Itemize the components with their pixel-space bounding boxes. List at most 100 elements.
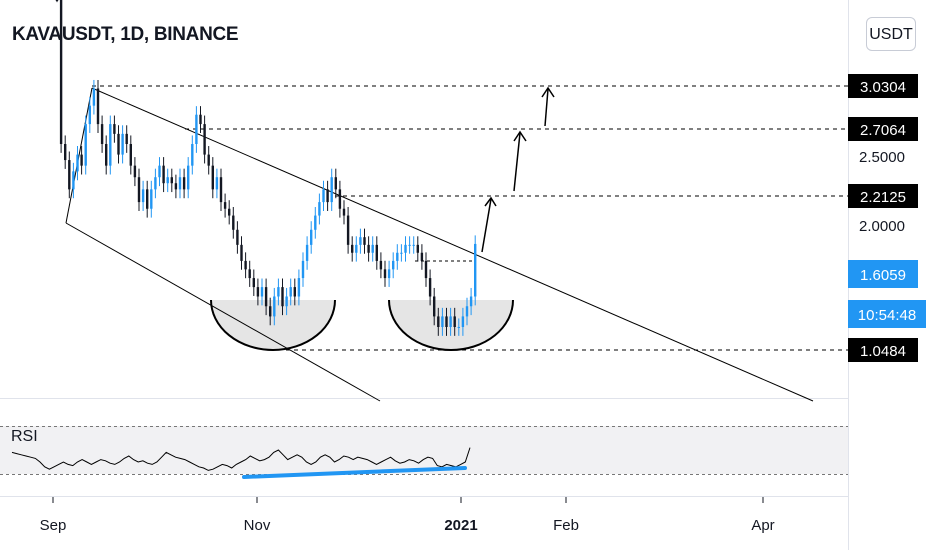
candle-body <box>162 165 165 184</box>
candle-body <box>457 326 460 328</box>
candle-body <box>301 260 305 279</box>
candle-body <box>137 177 141 203</box>
price-label-bg-3-0304 <box>848 74 918 98</box>
candle-body <box>223 202 227 209</box>
countdown-label: 10:54:48 <box>858 307 916 324</box>
channel-upper-line <box>91 87 814 402</box>
candle-body <box>342 208 346 216</box>
candle-body <box>260 287 264 297</box>
countdown-bg <box>848 300 926 328</box>
left-cup-fill <box>211 300 335 350</box>
candle-body <box>240 244 243 261</box>
candle-body <box>68 160 71 190</box>
x-tick-nov: Nov <box>244 517 271 534</box>
candle-body <box>375 244 378 261</box>
candle-body <box>424 260 428 279</box>
candle-body <box>338 189 342 209</box>
candle-body <box>219 177 223 203</box>
candle-body <box>133 165 137 178</box>
candle-body <box>449 316 452 327</box>
candle-body <box>285 296 288 307</box>
candle-body <box>76 154 79 172</box>
candle-body <box>252 278 255 288</box>
candle-body <box>359 237 362 245</box>
left-cup-arc <box>210 299 336 351</box>
candle-body <box>326 189 329 203</box>
candle-body <box>269 306 272 317</box>
price-label-2-7064: 2.7064 <box>860 122 906 139</box>
candle-body <box>465 306 469 317</box>
candle-body <box>392 260 395 270</box>
candle-body <box>420 252 424 261</box>
projection-arrows <box>481 86 555 253</box>
candle-body <box>293 287 296 297</box>
price-label-bg-2-2125 <box>848 184 918 208</box>
candle-body <box>146 189 149 209</box>
candle-body <box>412 244 415 246</box>
candle-body <box>117 133 120 155</box>
candle-body <box>236 229 239 245</box>
candle-body <box>445 316 448 327</box>
candle-body <box>400 252 403 254</box>
candle-body <box>64 144 67 161</box>
candle-body <box>322 189 325 203</box>
last-price-label: 1.6059 <box>860 267 906 284</box>
candle-body <box>314 215 317 230</box>
candle-body <box>88 105 91 125</box>
currency-button[interactable]: USDT <box>866 17 916 51</box>
candle-body <box>96 88 100 125</box>
price-label-1-0484: 1.0484 <box>860 343 906 360</box>
candle-body <box>84 124 87 166</box>
candle-body <box>383 269 387 279</box>
candle-body <box>215 177 219 190</box>
candle-body <box>437 316 440 327</box>
candle-body <box>170 177 173 184</box>
candle-body <box>379 260 383 270</box>
candle-body <box>363 237 366 245</box>
x-tick-2021: 2021 <box>444 517 477 534</box>
candle-body <box>273 296 276 317</box>
candle-body <box>150 189 153 209</box>
candle-body <box>191 144 194 166</box>
candle-body <box>277 287 280 297</box>
candle-body <box>187 165 190 190</box>
candle-body <box>55 0 59 1</box>
candle-body <box>256 287 260 297</box>
candle-body <box>289 287 292 297</box>
y-tick-2-0000: 2.0000 <box>859 218 905 235</box>
candle-body <box>346 215 350 245</box>
channel-left-edge <box>65 87 93 224</box>
candle-body <box>396 252 399 261</box>
price-label-bg-1-0484 <box>848 338 918 362</box>
candlesticks <box>55 0 477 336</box>
candle-body <box>59 0 63 145</box>
candle-body <box>416 244 419 253</box>
candle-body <box>105 144 108 166</box>
candle-body <box>281 287 284 307</box>
candle-body <box>334 177 337 190</box>
candle-body <box>433 296 436 317</box>
candle-body <box>305 244 309 261</box>
candle-body <box>318 202 321 216</box>
symbol-title: KAVAUSDT, 1D, BINANCE <box>12 24 239 45</box>
right-cup-arc <box>388 299 514 351</box>
candle-body <box>453 316 456 327</box>
x-tick-feb: Feb <box>553 517 579 534</box>
candle-body <box>264 287 268 307</box>
x-tick-sep: Sep <box>40 517 67 534</box>
candle-body <box>474 243 477 297</box>
candle-body <box>100 124 104 145</box>
candle-body <box>211 165 214 190</box>
candle-body <box>129 144 132 166</box>
candle-body <box>387 269 391 279</box>
candle-body <box>80 154 83 166</box>
candle-body <box>428 278 432 297</box>
candle-body <box>310 229 313 245</box>
price-label-3-0304: 3.0304 <box>860 79 906 96</box>
candle-body <box>461 316 465 327</box>
rsi-label: RSI <box>11 428 38 445</box>
candle-body <box>109 124 112 166</box>
candle-body <box>199 114 202 125</box>
candle-body <box>113 124 116 134</box>
